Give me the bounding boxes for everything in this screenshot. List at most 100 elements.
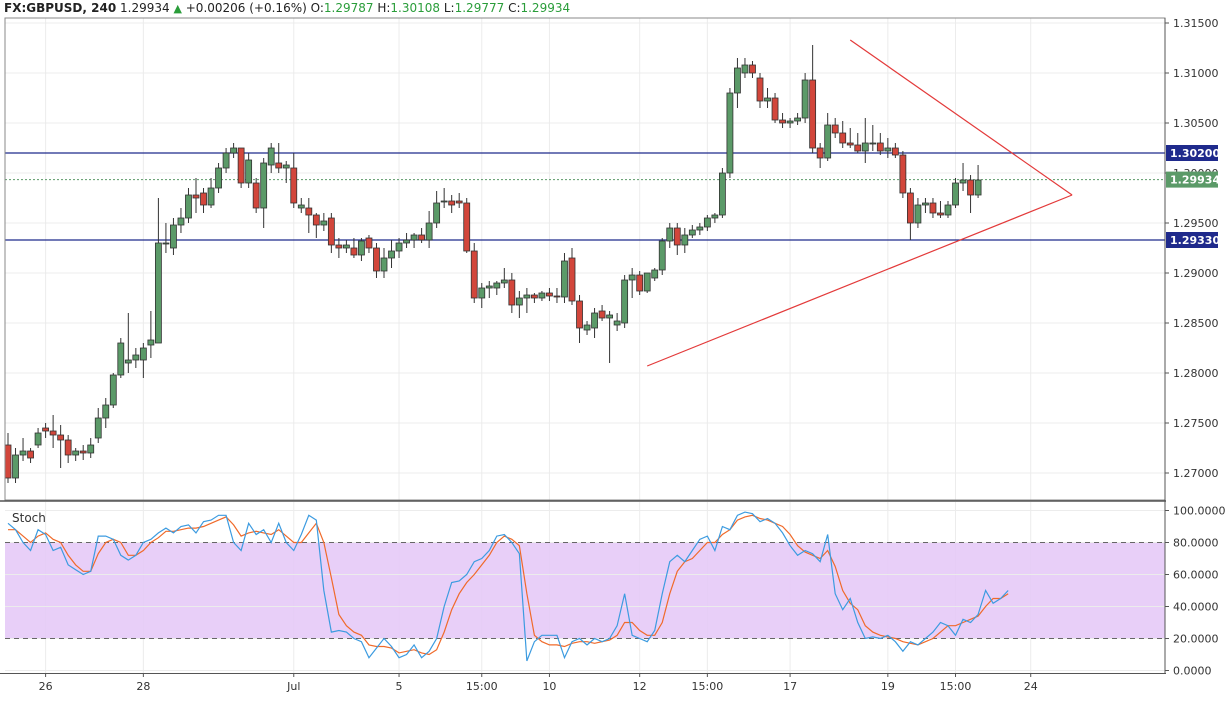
- candle-body: [493, 282, 501, 289]
- stoch-tick-label: 40.0000: [1173, 601, 1219, 614]
- candle-body: [854, 144, 862, 152]
- candle-body: [252, 182, 260, 209]
- candle-body: [711, 214, 719, 219]
- stoch-tick-label: 80.0000: [1173, 537, 1219, 550]
- candle-body: [380, 257, 388, 272]
- time-tick-label: 15:00: [466, 680, 498, 693]
- stoch-label[interactable]: Stoch: [12, 511, 46, 525]
- candle-body: [673, 227, 681, 246]
- candle-body: [403, 239, 410, 244]
- candle-body: [598, 310, 606, 319]
- candle-body: [433, 202, 441, 224]
- candle-body: [267, 147, 275, 166]
- candle-body: [681, 234, 689, 246]
- open-value: 1.29787: [323, 1, 374, 15]
- candle-body: [515, 297, 523, 306]
- price-tick-label: 1.31500: [1173, 17, 1219, 30]
- candle-body: [696, 226, 704, 231]
- candle-body: [914, 204, 922, 224]
- candle-body: [418, 234, 426, 241]
- symbol-name[interactable]: FX:GBPUSD, 240: [4, 1, 117, 15]
- candle-body: [967, 179, 974, 196]
- candle-body: [831, 124, 839, 134]
- candle-body: [500, 279, 508, 284]
- candle-body: [350, 247, 358, 256]
- candle-body: [222, 152, 230, 169]
- price-tick-label: 1.27500: [1173, 417, 1219, 430]
- candle-body: [703, 217, 711, 228]
- candle-body: [320, 220, 328, 226]
- time-tick-label: 17: [783, 680, 797, 693]
- candle-body: [49, 430, 57, 436]
- candle-body: [335, 244, 343, 249]
- price-tag-bg: [1166, 145, 1218, 161]
- candle-body: [591, 312, 598, 329]
- candle-body: [726, 92, 734, 174]
- trendline: [849, 39, 1073, 196]
- candle-body: [944, 204, 952, 216]
- candle-body: [952, 182, 959, 206]
- candle-body: [801, 79, 809, 119]
- candle-body: [899, 154, 907, 194]
- candle-body: [485, 285, 493, 289]
- price-tag-label: 1.30200: [1170, 147, 1220, 160]
- candle-body: [19, 450, 27, 456]
- stoch-tick-label: 20.0000: [1173, 633, 1219, 646]
- candle-body: [410, 234, 418, 241]
- up-arrow-icon: ▲: [173, 2, 182, 15]
- candle-body: [177, 217, 185, 226]
- trendline: [646, 194, 1073, 367]
- price-tick-label: 1.29500: [1173, 217, 1219, 230]
- candle-body: [891, 147, 899, 156]
- candle-body: [297, 204, 305, 209]
- candle-body: [523, 294, 531, 299]
- low-label: L:: [443, 1, 455, 15]
- time-tick-label: 15:00: [692, 680, 724, 693]
- candle-body: [185, 194, 192, 219]
- candle-body: [846, 142, 854, 146]
- candle-body: [425, 222, 433, 241]
- time-tick-label: 10: [542, 680, 556, 693]
- candle-body: [109, 374, 117, 406]
- candles-group: [4, 45, 982, 483]
- candle-body: [756, 77, 764, 102]
- open-label: O:: [310, 1, 324, 15]
- candle-body: [207, 187, 215, 206]
- candle-body: [87, 444, 95, 454]
- low-value: 1.29777: [454, 1, 505, 15]
- candle-body: [538, 292, 546, 299]
- candle-body: [719, 172, 726, 216]
- price-tick-label: 1.27000: [1173, 467, 1219, 480]
- time-tick-label: 26: [39, 680, 53, 693]
- candle-body: [561, 260, 568, 298]
- candle-body: [192, 194, 200, 199]
- candle-body: [305, 207, 313, 216]
- time-tick-label: 15:00: [940, 680, 972, 693]
- candle-body: [876, 142, 884, 152]
- candle-body: [508, 279, 516, 306]
- time-tick-label: 28: [136, 680, 150, 693]
- time-tick-label: 5: [396, 680, 403, 693]
- candle-body: [448, 200, 456, 206]
- candle-body: [4, 444, 12, 479]
- candle-body: [200, 192, 207, 206]
- candle-body: [260, 162, 268, 209]
- candle-body: [388, 250, 395, 259]
- symbol-legend: FX:GBPUSD, 240 1.29934 ▲ +0.00206 (+0.16…: [4, 0, 575, 16]
- stoch-tick-label: 0.0000: [1173, 665, 1212, 678]
- candle-body: [373, 247, 380, 272]
- candle-body: [666, 227, 674, 242]
- candle-body: [734, 67, 741, 94]
- candle-body: [628, 274, 636, 281]
- candle-body: [245, 159, 253, 184]
- candle-body: [139, 347, 147, 361]
- candle-body: [809, 79, 817, 149]
- candle-body: [606, 314, 613, 319]
- candle-body: [794, 117, 801, 122]
- candle-body: [937, 212, 944, 216]
- candle-body: [64, 439, 72, 456]
- candle-body: [327, 217, 335, 246]
- price-tick-label: 1.28000: [1173, 367, 1219, 380]
- candle-body: [749, 64, 756, 74]
